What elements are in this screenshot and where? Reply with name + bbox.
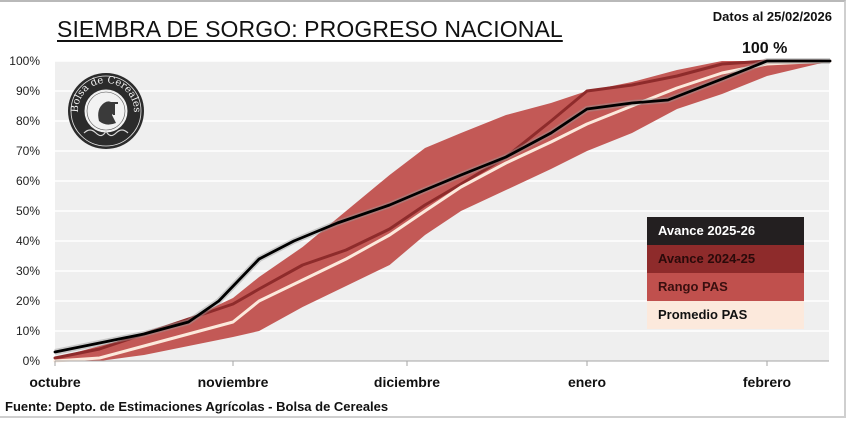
y-axis-ticks: 0% 10% 20% 30% 40% 50% 60% 70% 80% 90% 100% — [9, 54, 40, 368]
legend-label: Avance 2025-26 — [658, 223, 756, 238]
y-tick-label: 100% — [9, 54, 40, 68]
y-tick-label: 60% — [16, 174, 40, 188]
x-tick-label: enero — [568, 374, 606, 390]
x-axis-ticks: octubre noviembre diciembre enero febrero — [29, 361, 791, 390]
legend-item-avance-2024-25: Avance 2024-25 — [647, 245, 804, 273]
band-rango-pas — [55, 61, 830, 361]
legend-label: Avance 2024-25 — [658, 251, 756, 266]
legend: Avance 2025-26 Avance 2024-25 Rango PAS … — [647, 217, 804, 329]
y-tick-label: 70% — [16, 144, 40, 158]
legend-label: Rango PAS — [658, 279, 728, 294]
date-label: Datos al 25/02/2026 — [712, 9, 832, 24]
bolsa-de-cereales-logo: Bolsa de Cereales — [66, 71, 146, 151]
y-tick-label: 0% — [23, 354, 41, 368]
x-tick-label: octubre — [29, 374, 81, 390]
y-tick-label: 40% — [16, 234, 40, 248]
y-tick-label: 50% — [16, 204, 40, 218]
x-tick-label: noviembre — [198, 374, 269, 390]
legend-item-promedio-pas: Promedio PAS — [647, 301, 804, 329]
y-tick-label: 90% — [16, 84, 40, 98]
current-progress-annotation: 100 % — [742, 40, 788, 57]
legend-label: Promedio PAS — [658, 307, 748, 322]
x-tick-label: febrero — [743, 374, 791, 390]
legend-item-rango-pas: Rango PAS — [647, 273, 804, 301]
y-tick-label: 20% — [16, 294, 40, 308]
gridlines — [55, 60, 829, 332]
series-layer — [53, 58, 832, 363]
legend-item-avance-2025-26: Avance 2025-26 — [647, 217, 804, 245]
chart-title: SIEMBRA DE SORGO: PROGRESO NACIONAL — [57, 16, 563, 42]
y-tick-label: 30% — [16, 264, 40, 278]
y-tick-label: 10% — [16, 324, 40, 338]
y-tick-label: 80% — [16, 114, 40, 128]
source-note: Fuente: Depto. de Estimaciones Agrícolas… — [5, 399, 389, 414]
x-tick-label: diciembre — [374, 374, 440, 390]
